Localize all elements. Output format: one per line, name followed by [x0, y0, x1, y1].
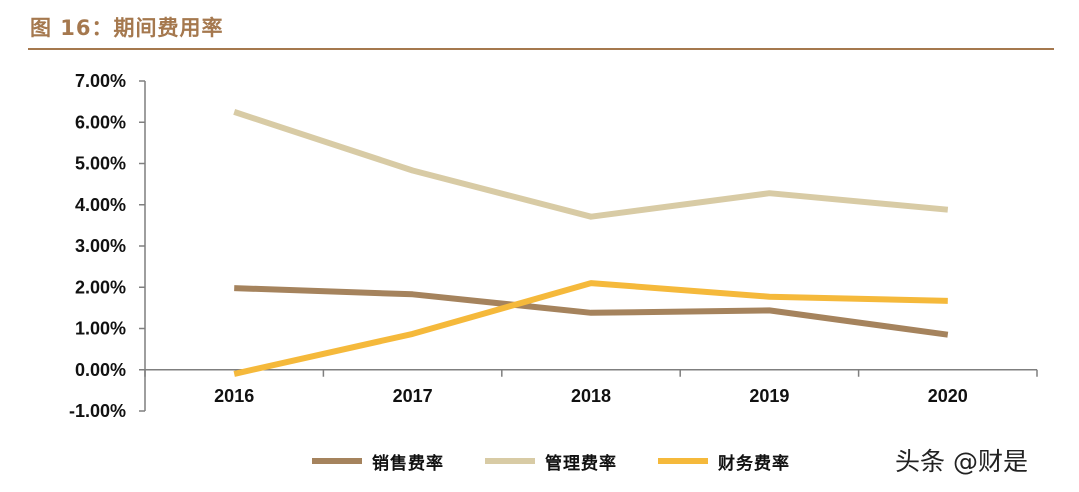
- chart-series-layer: [233, 109, 949, 377]
- x-tick-label: 2018: [571, 386, 611, 406]
- legend-swatch-admin: [485, 458, 535, 464]
- y-tick-label: -1.00%: [69, 401, 126, 421]
- x-tick-label: 2017: [393, 386, 433, 406]
- y-tick-label: 1.00%: [75, 319, 126, 339]
- y-tick-label: 4.00%: [75, 195, 126, 215]
- y-tick-label: 0.00%: [75, 360, 126, 380]
- x-tick-label: 2019: [749, 386, 789, 406]
- watermark: 头条 @财是: [895, 447, 1028, 476]
- x-tick-label: 2020: [928, 386, 968, 406]
- legend-label-admin: 管理费率: [545, 453, 617, 474]
- legend-swatch-finance: [658, 458, 708, 464]
- legend-swatch-sales: [312, 458, 362, 464]
- legend-item-finance: 财务费率: [658, 448, 790, 474]
- chart-legend: 销售费率 管理费率 财务费率: [0, 448, 1079, 474]
- chart-axes: 7.00% 6.00% 5.00% 4.00% 3.00% 2.00% 1.00% 0.00%…: [69, 71, 1038, 421]
- legend-label-sales: 销售费率: [372, 453, 444, 474]
- y-tick-label: 2.00%: [75, 277, 126, 297]
- y-tick-label: 7.00%: [75, 71, 126, 91]
- finance-rate-line: [233, 280, 948, 377]
- legend-item-admin: 管理费率: [485, 448, 617, 474]
- sales-rate-line: [234, 285, 949, 338]
- x-tick-label: 2016: [214, 386, 254, 406]
- legend-label-finance: 财务费率: [718, 453, 790, 474]
- admin-rate-line: [233, 109, 949, 220]
- y-tick-label: 5.00%: [75, 154, 126, 174]
- figure-title: 图 16：期间费用率: [30, 16, 224, 40]
- legend-item-sales: 销售费率: [312, 448, 444, 474]
- y-tick-label: 3.00%: [75, 236, 126, 256]
- title-divider: [28, 48, 1054, 50]
- y-tick-label: 6.00%: [75, 112, 126, 132]
